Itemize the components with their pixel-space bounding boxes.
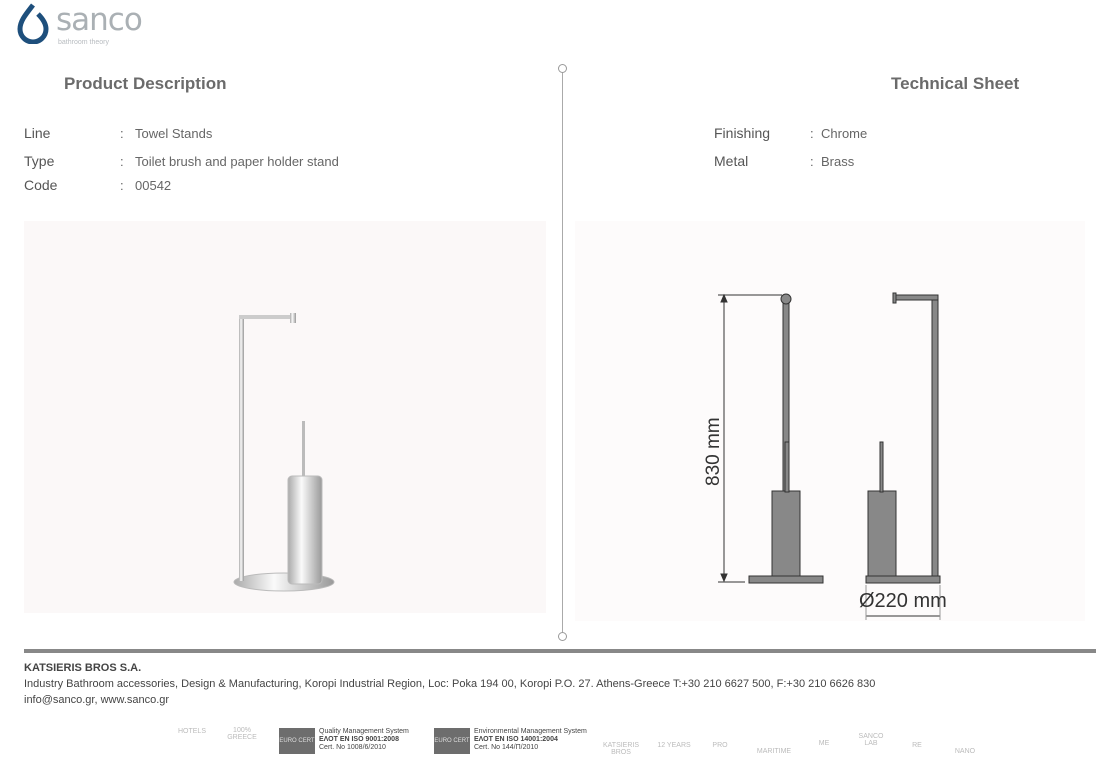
technical-sheet-title: Technical Sheet [891,74,1020,93]
product-description-title: Product Description [64,74,227,93]
product-photo [24,221,546,613]
cert-environmental: EURO CERT Environmental Management Syste… [434,728,587,754]
cert-line: Cert. No 1008/6/2010 [319,744,386,751]
eurocert-logo: EURO CERT [434,728,470,754]
cert-quality: EURO CERT Quality Management System ΕΛΟΤ … [279,728,409,754]
code-value: 00542 [135,178,172,193]
company-address: Industry Bathroom accessories, Design & … [24,678,876,690]
maritime-badge: MARITIME [756,748,792,755]
cert-line: ΕΛΟΤ EN ISO 9001:2008 [319,736,399,743]
divider-dot [558,632,567,641]
greece-badge: 100% GREECE [227,727,257,741]
me-badge: ME [818,740,830,747]
company-contact[interactable]: info@sanco.gr, www.sanco.gr [24,694,170,706]
colon: : [120,154,124,169]
years-badge: 12 YEARS [657,742,691,749]
re-badge: RE [912,742,922,749]
logo-wordmark: sanco [56,2,143,38]
nano-badge: NANO [954,748,976,755]
colon: : [810,126,814,141]
sanco-lab-badge: SANCO LAB [858,733,884,747]
logo: sanco bathroom theory [0,0,145,48]
column-divider [562,70,563,636]
type-label: Type [24,153,55,169]
footer-rule [24,649,1096,653]
cert-line: ΕΛΟΤ EN ISO 14001:2004 [474,736,558,743]
colon: : [810,154,814,169]
line-label: Line [24,125,51,141]
type-value: Toilet brush and paper holder stand [135,154,339,169]
company-name: KATSIERIS BROS S.A. [24,662,142,674]
metal-value: Brass [821,154,855,169]
technical-drawing: 830 mm Ø220 mm [575,221,1085,621]
code-label: Code [24,177,58,193]
colon: : [120,178,124,193]
finishing-label: Finishing [714,125,771,141]
logo-tagline: bathroom theory [58,39,109,46]
hotels-badge: HOTELS [177,728,206,735]
cert-line: Environmental Management System [474,728,587,735]
height-dimension-label: 830 mm [703,417,724,486]
line-value: Towel Stands [135,126,213,141]
cert-line: Cert. No 144/Π/2010 [474,744,539,751]
eurocert-logo: EURO CERT [279,728,315,754]
diameter-dimension-label: Ø220 mm [859,590,947,612]
metal-label: Metal [714,153,749,169]
water-drop-icon [17,3,49,44]
katsieris-badge: KATSIERIS BROS [602,742,640,756]
divider-dot [558,64,567,73]
pro-badge: PRO [712,742,728,749]
finishing-value: Chrome [821,126,868,141]
cert-line: Quality Management System [319,728,409,735]
colon: : [120,126,124,141]
